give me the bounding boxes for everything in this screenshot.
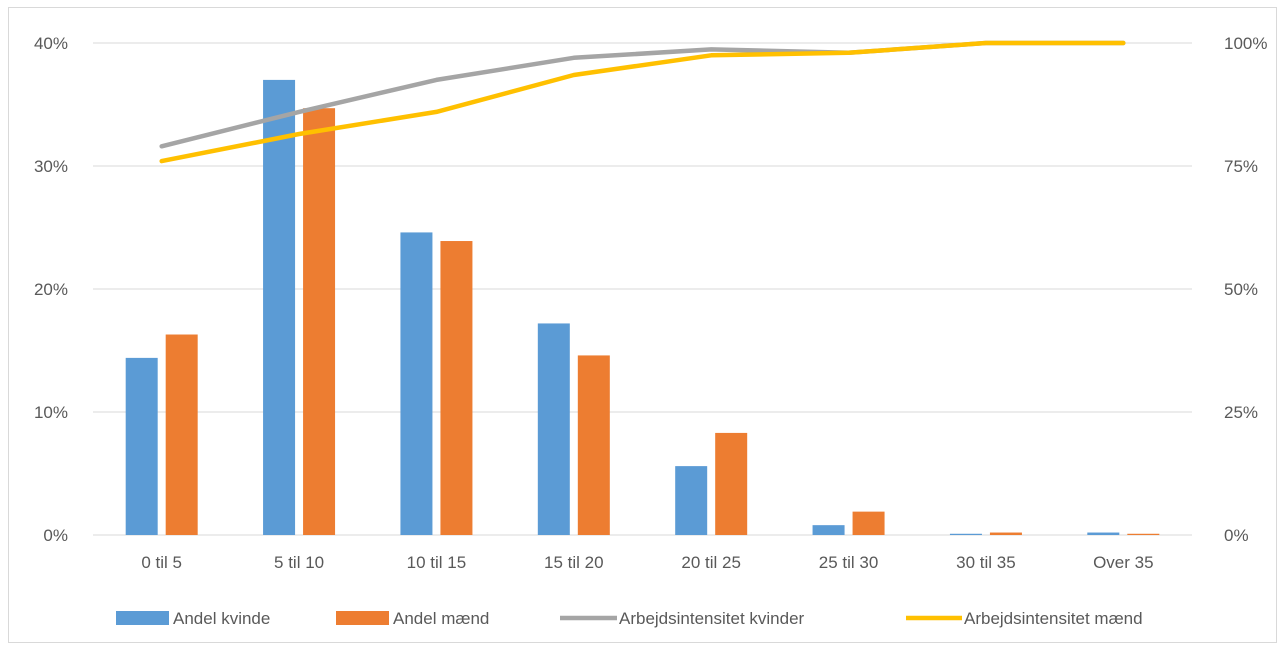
bar-andel-maend <box>852 511 885 535</box>
bar-andel-kvinde <box>675 466 708 535</box>
category-label: 0 til 5 <box>141 553 182 572</box>
right-tick-label: 25% <box>1224 403 1258 422</box>
bar-andel-kvinde <box>125 357 158 535</box>
bar-andel-maend <box>165 334 198 535</box>
left-tick-label: 0% <box>43 526 68 545</box>
bar-andel-maend <box>440 241 473 535</box>
legend-label-arbejdsintensitet-kvinder: Arbejdsintensitet kvinder <box>619 609 805 628</box>
bar-andel-kvinde <box>537 323 570 535</box>
left-tick-label: 10% <box>34 403 68 422</box>
right-axis-ticks: 0% 25% 50% 75% 100% <box>1224 34 1267 545</box>
left-tick-label: 30% <box>34 157 68 176</box>
legend-label-arbejdsintensitet-maend: Arbejdsintensitet mænd <box>964 609 1143 628</box>
bar-andel-kvinde <box>1087 532 1120 535</box>
legend: Andel kvinde Andel mænd Arbejdsintensitet … <box>116 609 1143 628</box>
left-tick-label: 20% <box>34 280 68 299</box>
category-label: 5 til 10 <box>274 553 324 572</box>
legend-label-andel-kvinde: Andel kvinde <box>173 609 270 628</box>
bar-andel-kvinde <box>812 525 845 535</box>
category-label: 25 til 30 <box>819 553 879 572</box>
gridlines <box>93 42 1192 536</box>
bar-andel-kvinde <box>949 533 982 535</box>
lines <box>159 40 1126 164</box>
category-label: 30 til 35 <box>956 553 1016 572</box>
bar-andel-maend <box>715 432 748 535</box>
left-axis-ticks: 0% 10% 20% 30% 40% <box>34 34 68 545</box>
right-tick-label: 0% <box>1224 526 1249 545</box>
legend-label-andel-maend: Andel mænd <box>393 609 489 628</box>
right-tick-label: 100% <box>1224 34 1267 53</box>
bars <box>125 79 1160 536</box>
chart-frame <box>8 7 1277 643</box>
category-label: 20 til 25 <box>681 553 741 572</box>
category-label: 15 til 20 <box>544 553 604 572</box>
right-tick-label: 50% <box>1224 280 1258 299</box>
bar-andel-maend <box>303 108 336 535</box>
bar-andel-maend <box>1127 533 1160 535</box>
bar-andel-maend <box>989 532 1022 535</box>
legend-swatch-andel-maend <box>336 611 389 625</box>
bar-andel-maend <box>577 355 610 535</box>
line-arbejdsintensitet-maend <box>159 40 1126 164</box>
category-label: 10 til 15 <box>407 553 467 572</box>
category-label: Over 35 <box>1093 553 1153 572</box>
bar-andel-kvinde <box>263 79 296 536</box>
category-labels: 0 til 5 5 til 10 10 til 15 15 til 20 20 til … <box>141 553 1153 572</box>
legend-swatch-andel-kvinde <box>116 611 169 625</box>
left-tick-label: 40% <box>34 34 68 53</box>
bar-andel-kvinde <box>400 232 433 536</box>
right-tick-label: 75% <box>1224 157 1258 176</box>
